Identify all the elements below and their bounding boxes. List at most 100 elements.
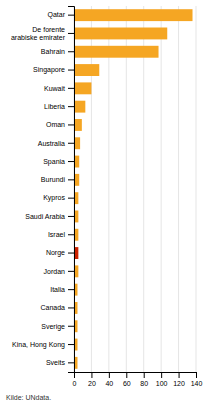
y-tick-mark (68, 344, 74, 345)
y-tick-mark (68, 15, 74, 16)
x-tick-label: 140 (191, 380, 203, 387)
y-tick-label: Singapore (33, 66, 65, 74)
y-tick-mark (68, 253, 74, 254)
grid-line (91, 6, 92, 372)
grid-line (126, 6, 127, 372)
y-tick-label: Kypros (43, 194, 65, 202)
y-tick-label: Jordan (44, 268, 66, 275)
y-tick-label: Oman (46, 121, 65, 128)
bar (74, 46, 159, 58)
x-tick-mark (161, 372, 162, 378)
y-tick-label: Norge (46, 249, 65, 257)
y-tick: Singapore (33, 66, 74, 74)
y-tick-mark (68, 326, 74, 327)
x-tick: 0 (73, 372, 77, 387)
y-tick: De forentearabiske emirater (11, 26, 74, 41)
y-tick-mark (68, 307, 74, 308)
y-tick-label: Canada (40, 304, 65, 311)
y-tick: Kina, Hong Kong (12, 341, 74, 349)
y-axis: Qatar De forentearabiske emirater Bahrain S… (11, 7, 75, 373)
bars (74, 9, 193, 369)
y-tick-label: De forentearabiske emirater (11, 26, 66, 41)
y-tick-mark (68, 161, 74, 162)
x-tick-label: 80 (140, 380, 148, 387)
grid-line (178, 6, 179, 372)
y-tick-label: Israel (48, 231, 66, 238)
y-tick-mark (68, 179, 74, 180)
y-tick: Norge (46, 249, 74, 257)
y-tick-mark (68, 289, 74, 290)
y-tick: Kypros (43, 194, 74, 202)
x-tick: 140 (191, 372, 203, 387)
y-tick: Jordan (44, 268, 74, 275)
y-tick-label: Sverige (41, 322, 65, 330)
source: Kilde: UNdata. (6, 394, 51, 401)
y-tick-label: Sveits (46, 359, 66, 366)
x-axis-line (75, 373, 197, 379)
x-tick: 20 (88, 372, 96, 387)
y-tick-label: Burundi (41, 176, 66, 183)
y-tick-mark (68, 33, 74, 34)
x-axis: 0 20 40 60 80 100 120 140 (73, 372, 203, 387)
x-tick: 120 (173, 372, 185, 387)
y-tick-mark (68, 271, 74, 272)
bar (74, 9, 193, 21)
bar (74, 64, 99, 76)
x-tick-label: 100 (156, 380, 168, 387)
x-tick-mark (144, 372, 145, 378)
x-tick-mark (126, 372, 127, 378)
bar (74, 82, 91, 94)
bar (74, 101, 85, 113)
x-tick-label: 120 (173, 380, 185, 387)
y-tick-label: Liberia (44, 103, 65, 110)
y-tick-label: Kina, Hong Kong (12, 341, 65, 349)
y-tick: Sverige (41, 322, 74, 330)
x-tick-label: 20 (88, 380, 96, 387)
y-tick-mark (68, 234, 74, 235)
y-tick: Saudi Arabia (25, 213, 74, 220)
y-tick: Burundi (41, 176, 74, 183)
y-tick-label: Spania (43, 158, 65, 166)
y-tick-label: Bahrain (41, 48, 65, 55)
x-tick: 40 (105, 372, 113, 387)
y-tick-label: Saudi Arabia (25, 213, 65, 220)
grid (74, 6, 196, 372)
y-tick-mark (68, 198, 74, 199)
grid-line (196, 6, 197, 372)
y-tick-mark (68, 70, 74, 71)
x-tick-mark (196, 372, 197, 378)
y-tick-mark (68, 143, 74, 144)
y-tick-mark (68, 51, 74, 52)
y-tick-mark (68, 88, 74, 89)
y-tick: Kuwait (44, 85, 74, 92)
y-tick-mark (68, 124, 74, 125)
grid-line (143, 6, 144, 372)
x-tick-label: 60 (123, 380, 131, 387)
y-tick-label: Australia (38, 139, 65, 146)
x-tick: 80 (140, 372, 148, 387)
y-tick: Qatar (47, 11, 74, 19)
y-tick: Sveits (46, 359, 74, 366)
y-tick-label: Italia (50, 286, 65, 293)
y-tick: Israel (48, 231, 74, 238)
x-tick-label: 40 (105, 380, 113, 387)
x-tick-mark (179, 372, 180, 378)
grid-line (161, 6, 162, 372)
x-tick: 100 (156, 372, 168, 387)
y-tick: Oman (46, 121, 74, 128)
bar (74, 119, 82, 131)
grid-line (108, 6, 109, 372)
x-tick: 60 (123, 372, 131, 387)
y-tick: Bahrain (41, 48, 74, 55)
y-tick-mark (68, 216, 74, 217)
x-tick-mark (109, 372, 110, 378)
y-tick-label: Kuwait (44, 85, 65, 92)
x-tick-label: 0 (73, 380, 77, 387)
y-tick-mark (68, 106, 74, 107)
y-tick: Australia (38, 139, 74, 146)
y-tick: Spania (43, 158, 74, 166)
y-tick-mark (68, 362, 74, 363)
y-axis-line (68, 7, 75, 373)
y-tick-label: Qatar (47, 11, 65, 19)
y-tick: Liberia (44, 103, 74, 110)
